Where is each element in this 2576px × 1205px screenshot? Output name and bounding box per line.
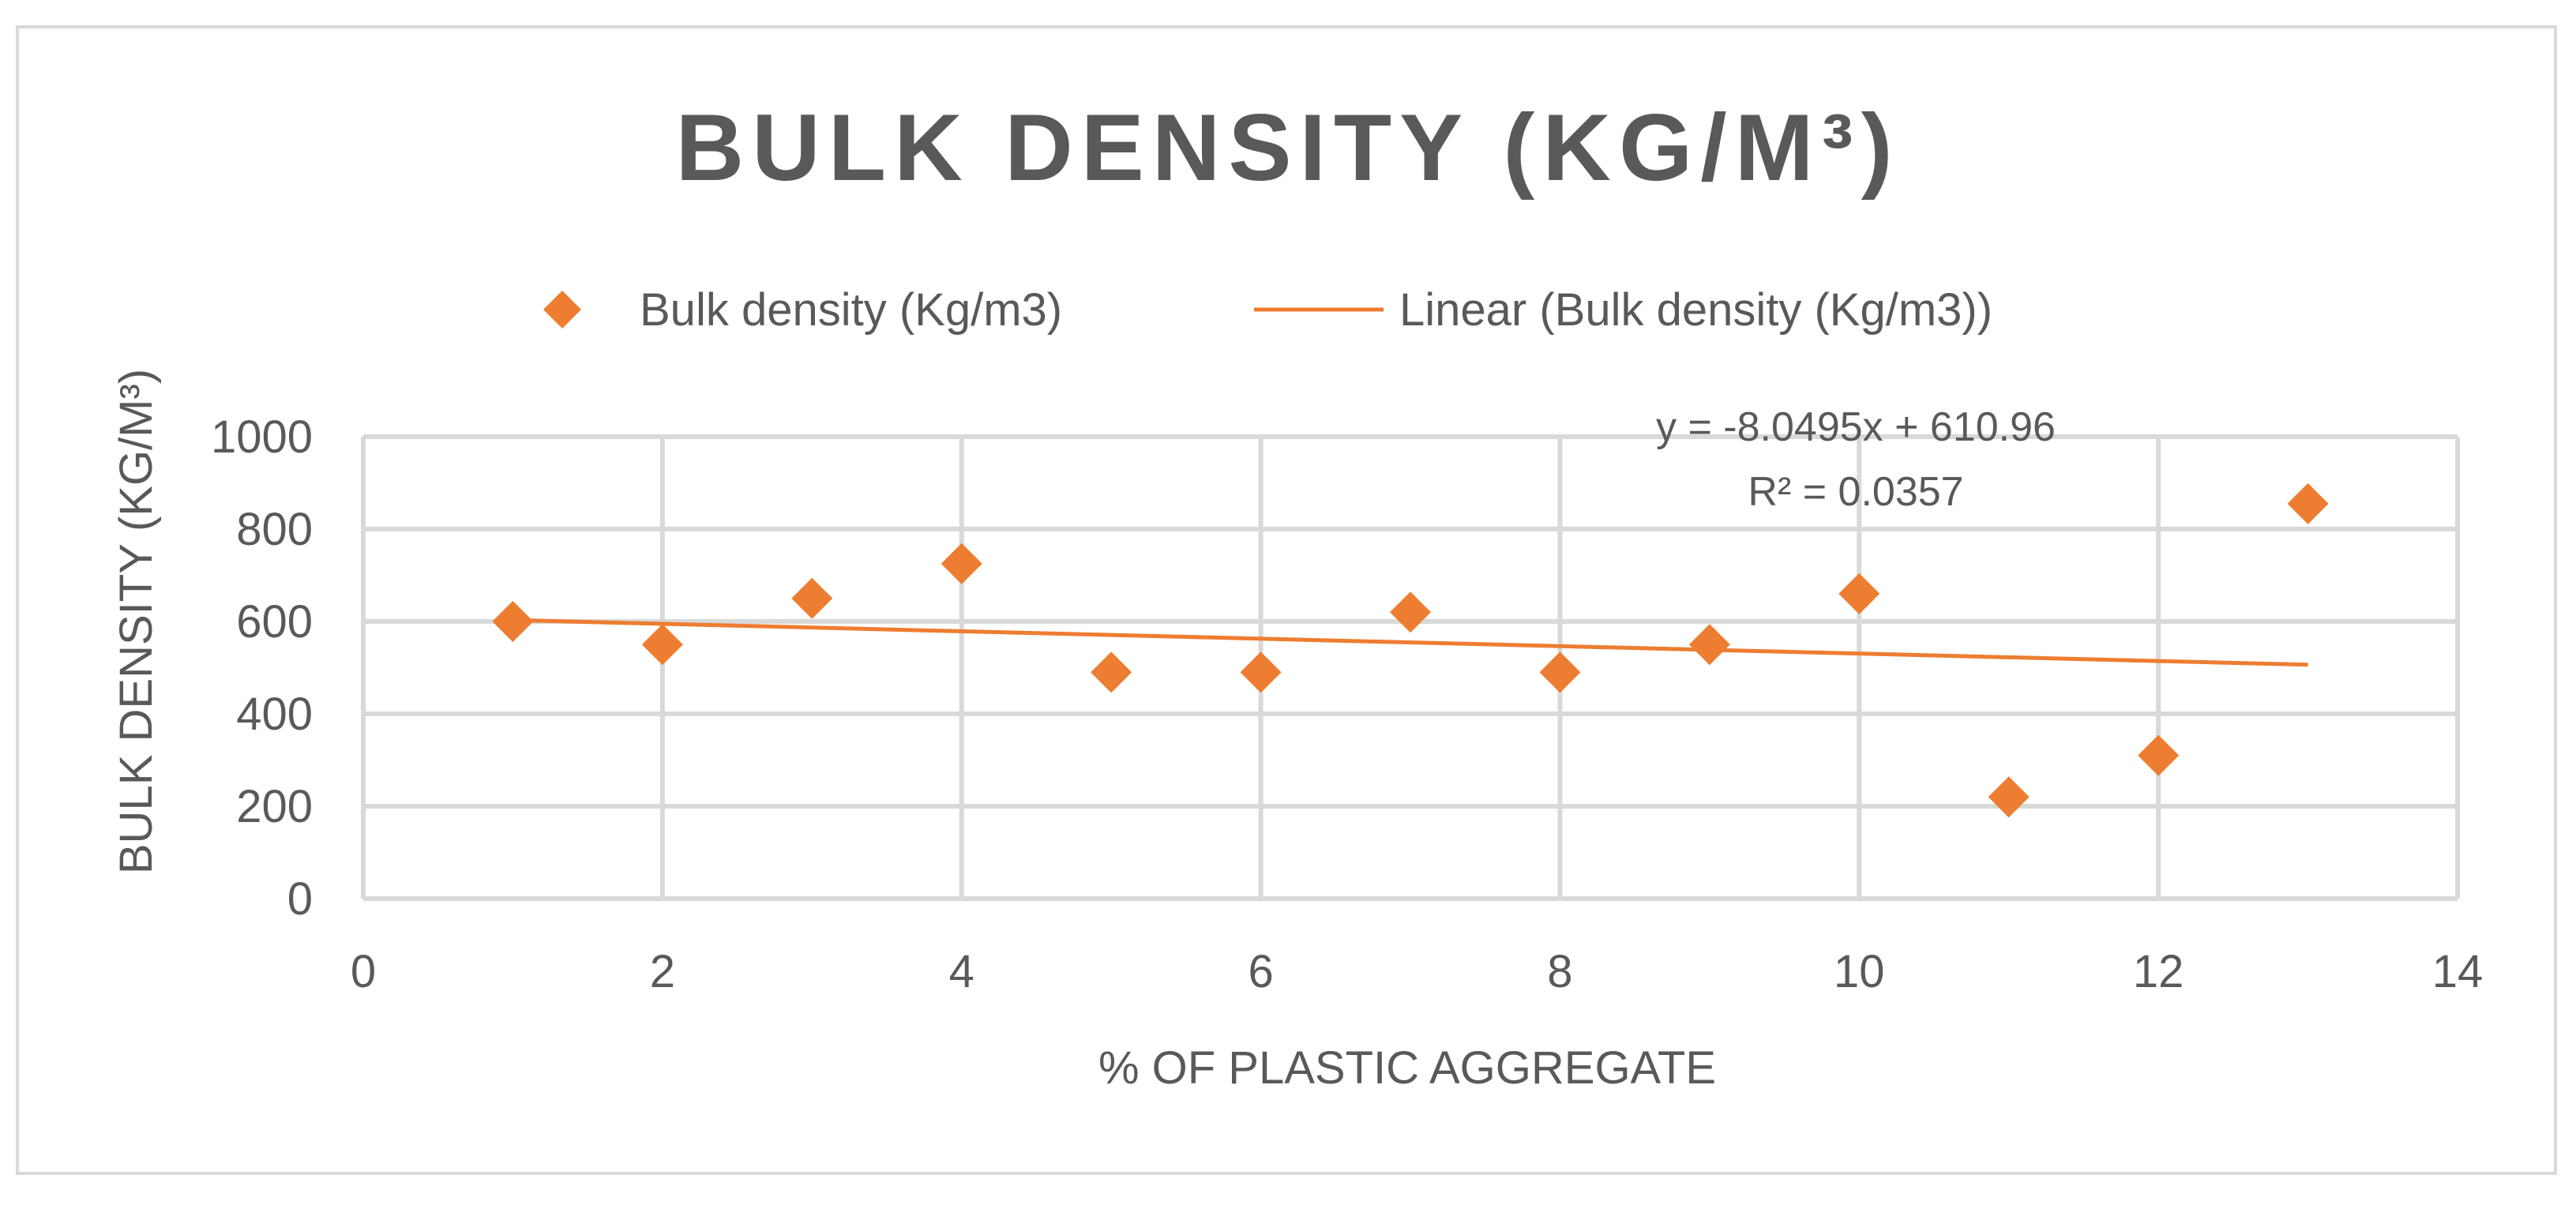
gridlines <box>361 434 2460 901</box>
data-point <box>1091 651 1132 693</box>
x-tick-label: 2 <box>650 946 675 997</box>
data-point <box>1390 591 1431 633</box>
data-point <box>791 577 833 619</box>
x-tick-label: 12 <box>2133 946 2184 997</box>
data-points <box>492 482 2329 818</box>
trendline-r-squared: R² = 0.0357 <box>1748 469 1963 515</box>
y-tick-label: 1000 <box>211 411 313 463</box>
data-point <box>492 601 534 642</box>
data-point <box>1838 572 1880 614</box>
data-point <box>941 542 982 584</box>
chart-title: BULK DENSITY (KG/M³) <box>675 95 1900 201</box>
x-tick-label: 14 <box>2432 946 2484 997</box>
chart-frame <box>16 25 2557 1175</box>
legend: Bulk density (Kg/m3) Linear (Bulk densit… <box>543 284 1992 336</box>
legend-label-trendline: Linear (Bulk density (Kg/m3)) <box>1399 284 1992 336</box>
x-tick-label: 0 <box>351 946 376 997</box>
x-tick-label: 8 <box>1547 946 1572 997</box>
x-axis-title: % OF PLASTIC AGGREGATE <box>1098 1042 1716 1094</box>
y-tick-label: 200 <box>236 781 313 832</box>
legend-label-series: Bulk density (Kg/m3) <box>640 284 1062 336</box>
x-tick-label: 6 <box>1248 946 1273 997</box>
data-point <box>1988 776 2030 818</box>
data-point <box>641 624 683 666</box>
legend-marker-diamond <box>543 291 581 328</box>
y-tick-label: 600 <box>236 596 313 648</box>
x-axis-ticks: 0 2 4 6 8 10 12 14 <box>351 946 2483 997</box>
trendline <box>513 618 2308 667</box>
trendline-group <box>513 618 2308 667</box>
x-tick-label: 10 <box>1834 946 1885 997</box>
x-tick-label: 4 <box>949 946 974 997</box>
data-point <box>1539 651 1581 693</box>
y-tick-label: 0 <box>287 873 313 925</box>
y-tick-label: 400 <box>236 689 313 740</box>
data-point <box>2138 734 2180 776</box>
y-axis-title: BULK DENSITY (KG/M³) <box>111 369 162 874</box>
y-axis-ticks: 0 200 400 600 800 1000 <box>211 411 313 925</box>
trendline-equation: y = -8.0495x + 610.96 <box>1656 404 2056 450</box>
data-point <box>1688 624 1730 666</box>
data-point <box>1240 651 1282 693</box>
data-point <box>2287 482 2329 524</box>
y-tick-label: 800 <box>236 504 313 555</box>
